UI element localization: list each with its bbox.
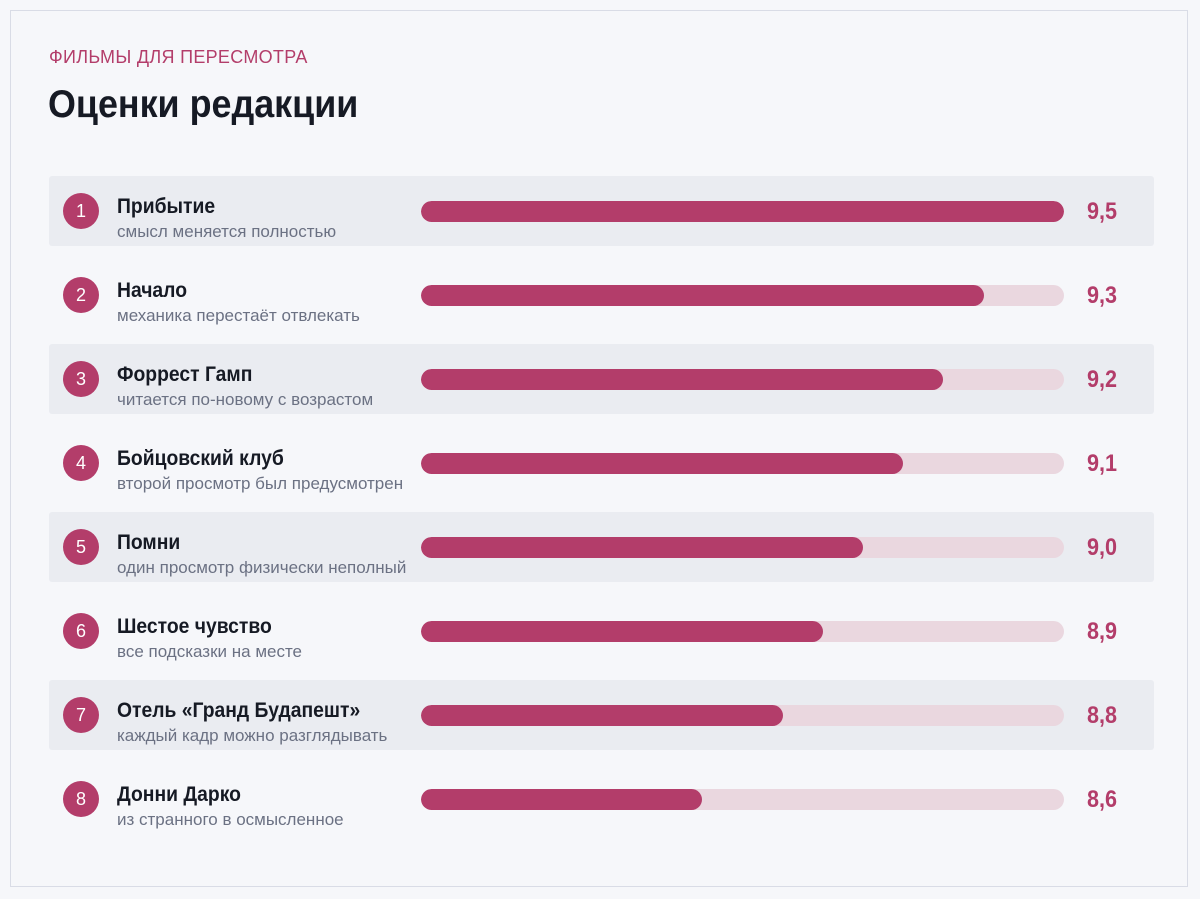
chart-kicker: ФИЛЬМЫ ДЛЯ ПЕРЕСМОТРА [49, 47, 308, 67]
score-bar-track [421, 537, 1064, 558]
rating-row: 4 Бойцовский клуб второй просмотр был пред… [49, 428, 1154, 498]
movie-title: Начало [117, 279, 188, 302]
score-bar-track [421, 453, 1064, 474]
movie-title: Донни Дарко [117, 783, 241, 806]
score-bar [421, 453, 904, 474]
rating-row: 2 Начало механика перестаёт отвлекать 9,3 [49, 260, 1154, 330]
score-label: 9,3 [1087, 282, 1118, 309]
score-label: 9,2 [1087, 366, 1118, 393]
movie-title: Прибытие [117, 195, 216, 218]
score-bar [421, 369, 944, 390]
rank-badge: 6 [63, 613, 99, 649]
rating-row: 8 Донни Дарко из странного в осмысленное 8,… [49, 764, 1154, 834]
movie-title: Форрест Гамп [117, 363, 253, 386]
movie-note: каждый кадр можно разглядывать [117, 726, 388, 745]
rank-badge: 5 [63, 529, 99, 565]
movie-note: читается по-новому с возрастом [117, 390, 374, 409]
score-bar [421, 537, 864, 558]
rank-badge: 2 [63, 277, 99, 313]
score-label: 9,0 [1087, 534, 1118, 561]
chart-title: Оценки редакции [48, 83, 359, 126]
score-bar-track [421, 621, 1064, 642]
movie-title: Бойцовский клуб [117, 447, 284, 470]
score-bar-track [421, 789, 1064, 810]
movie-title: Шестое чувство [117, 615, 272, 638]
score-label: 9,5 [1087, 198, 1118, 225]
score-bar [421, 201, 1064, 222]
rating-row: 6 Шестое чувство все подсказки на месте 8,9 [49, 596, 1154, 666]
movie-title: Отель «Гранд Будапешт» [117, 699, 361, 722]
score-bar-track [421, 201, 1064, 222]
movie-title: Помни [117, 531, 181, 554]
score-label: 8,8 [1087, 702, 1118, 729]
score-bar-track [421, 369, 1064, 390]
rating-row: 5 Помни один просмотр физически неполный 9,… [49, 512, 1154, 582]
rank-badge: 1 [63, 193, 99, 229]
score-bar-track [421, 285, 1064, 306]
rank-badge: 7 [63, 697, 99, 733]
rank-badge: 8 [63, 781, 99, 817]
movie-note: смысл меняется полностью [117, 222, 337, 241]
score-bar [421, 285, 984, 306]
rating-row: 1 Прибытие смысл меняется полностью 9,5 [49, 176, 1154, 246]
score-bar-track [421, 705, 1064, 726]
score-bar [421, 705, 783, 726]
rank-badge: 3 [63, 361, 99, 397]
rating-row: 7 Отель «Гранд Будапешт» каждый кадр можно… [49, 680, 1154, 750]
score-bar [421, 621, 823, 642]
movie-note: из странного в осмысленное [117, 810, 344, 829]
movie-note: механика перестаёт отвлекать [117, 306, 360, 325]
movie-note: все подсказки на месте [117, 642, 303, 661]
score-bar [421, 789, 703, 810]
score-label: 8,6 [1087, 786, 1118, 813]
rank-badge: 4 [63, 445, 99, 481]
movie-note: второй просмотр был предусмотрен [117, 474, 404, 493]
score-label: 8,9 [1087, 618, 1118, 645]
rating-row: 3 Форрест Гамп читается по-новому с возрас… [49, 344, 1154, 414]
movie-note: один просмотр физически неполный [117, 558, 407, 577]
score-label: 9,1 [1087, 450, 1118, 477]
rating-list: 1 Прибытие смысл меняется полностью 9,5 2 Нач… [49, 176, 1154, 848]
